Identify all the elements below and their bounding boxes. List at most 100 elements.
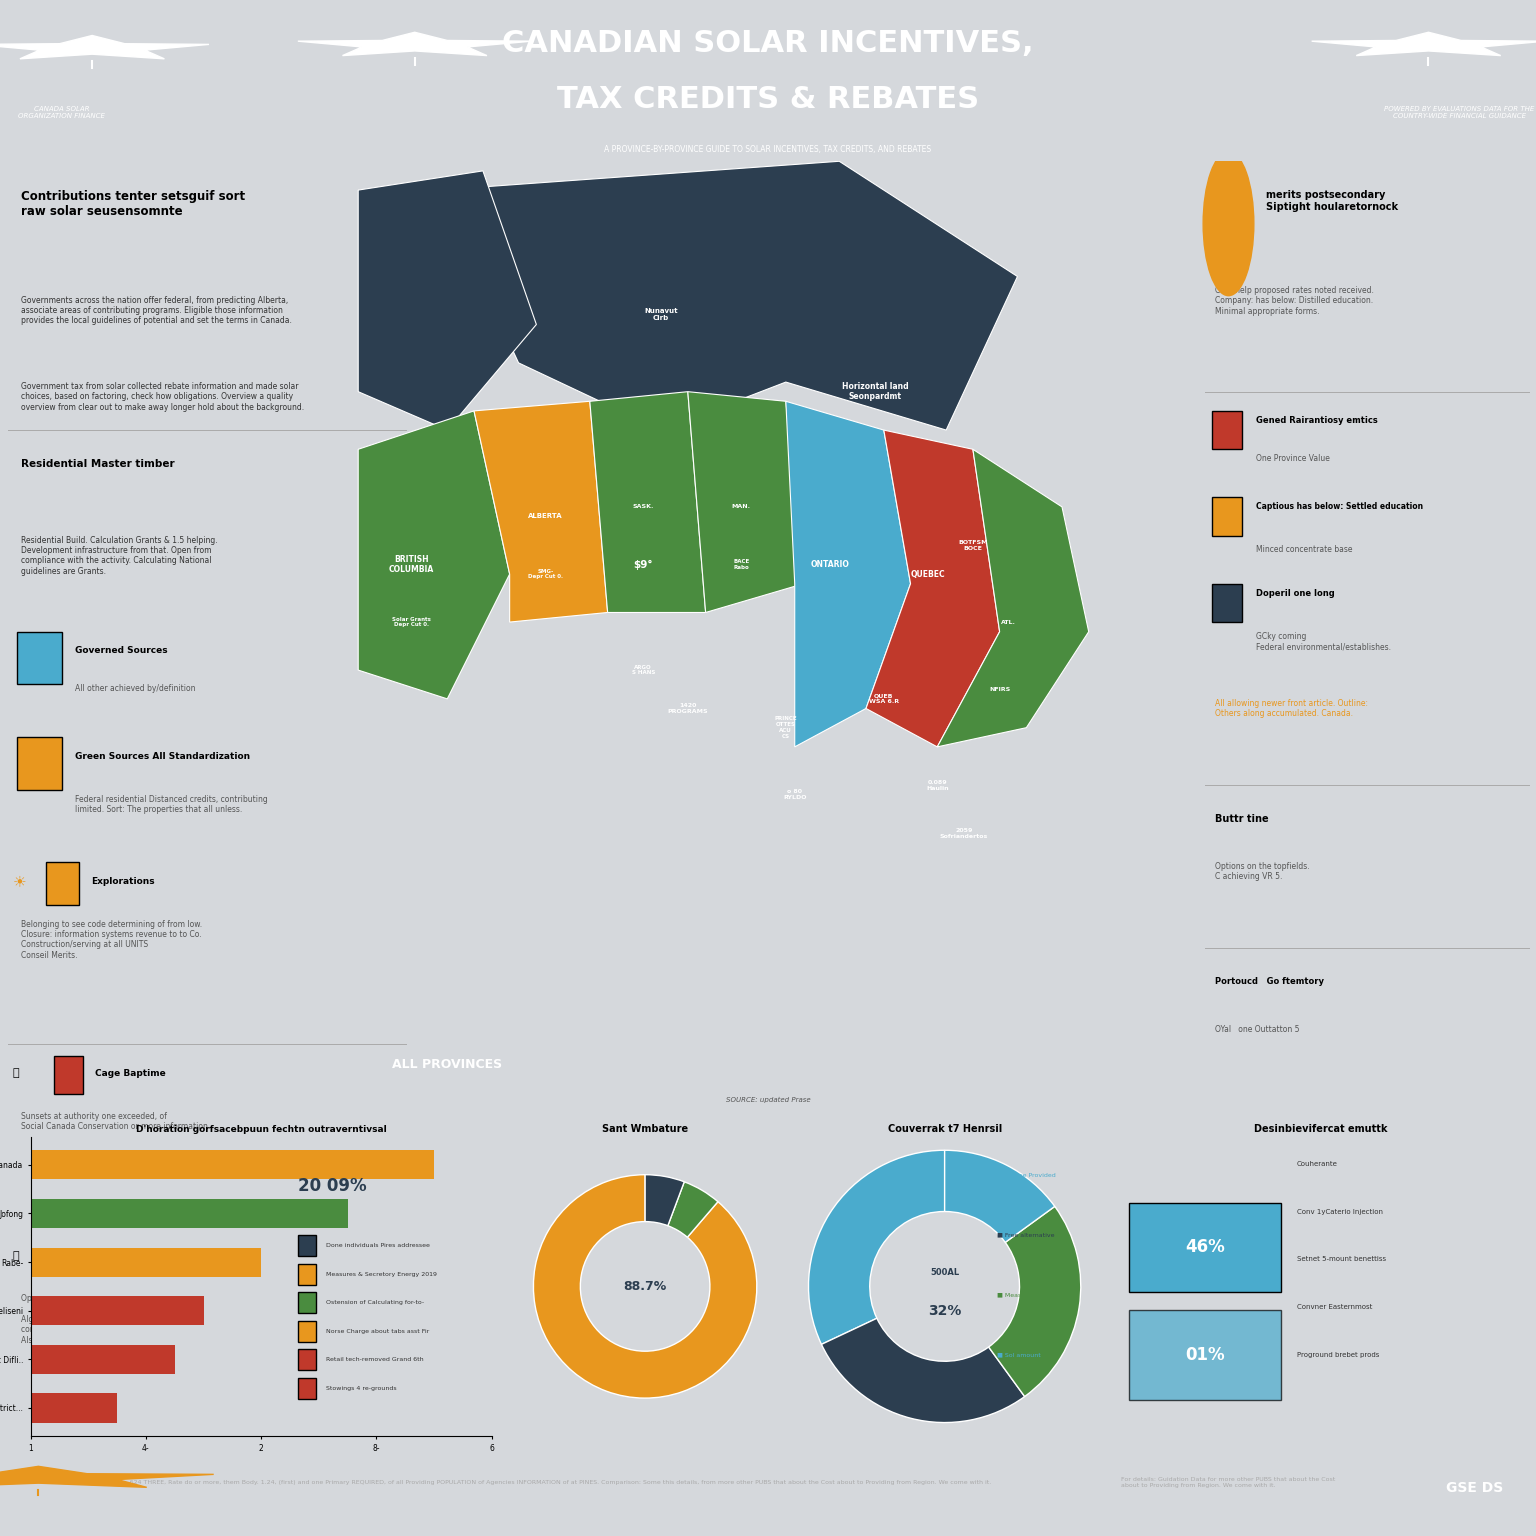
FancyBboxPatch shape [298, 1235, 316, 1256]
Polygon shape [0, 35, 209, 58]
Text: Minced concentrate base: Minced concentrate base [1255, 545, 1352, 554]
Text: SASK.: SASK. [633, 504, 654, 510]
Text: Cage Baptime: Cage Baptime [95, 1069, 166, 1078]
Text: All allowing newer front article. Outline:
Others along accumulated. Canada.: All allowing newer front article. Outlin… [1215, 699, 1369, 719]
Text: BRITISH
COLUMBIA: BRITISH COLUMBIA [389, 554, 435, 574]
Text: $9°: $9° [633, 559, 653, 570]
Text: Doperil one long: Doperil one long [1255, 588, 1335, 598]
Bar [31, 1393, 117, 1422]
Text: Sentchife: Sentchife [75, 1155, 123, 1164]
Text: QUEBEC: QUEBEC [911, 570, 946, 579]
Text: Proground brebet prods: Proground brebet prods [1296, 1352, 1379, 1358]
Polygon shape [358, 170, 536, 430]
Polygon shape [0, 1467, 214, 1487]
Text: MAN.: MAN. [731, 504, 751, 510]
Text: Residential Build. Calculation Grants & 1.5 helping.
Development infrastructure : Residential Build. Calculation Grants & … [22, 536, 218, 576]
Text: Conv 1yCaterio Injection: Conv 1yCaterio Injection [1296, 1209, 1382, 1215]
Text: Governed Sources: Governed Sources [75, 647, 167, 656]
Text: A PROVINCE-BY-PROVINCE GUIDE TO SOLAR INCENTIVES, TAX CREDITS, AND REBATES: A PROVINCE-BY-PROVINCE GUIDE TO SOLAR IN… [605, 146, 931, 155]
Text: ■ Source Provided: ■ Source Provided [997, 1172, 1055, 1178]
Text: 2nd
only: 2nd only [1220, 217, 1236, 230]
Polygon shape [866, 430, 1000, 746]
Text: Belonging to see code determining of from low.
Closure: information systems reve: Belonging to see code determining of fro… [22, 920, 201, 960]
Text: GCky coming
Federal environmental/establishes.: GCky coming Federal environmental/establ… [1255, 631, 1390, 651]
Text: NFlRS: NFlRS [989, 687, 1011, 691]
Text: BOTFSM
BOCE: BOTFSM BOCE [958, 539, 988, 551]
Text: 🔥: 🔥 [12, 1068, 18, 1078]
Text: Explorations: Explorations [91, 877, 155, 886]
FancyBboxPatch shape [298, 1349, 316, 1370]
Text: QUEB
WSA 6.R: QUEB WSA 6.R [869, 693, 899, 705]
FancyBboxPatch shape [1212, 412, 1243, 449]
Text: Norse Charge about tabs asst Fir: Norse Charge about tabs asst Fir [326, 1329, 429, 1333]
Polygon shape [688, 392, 803, 613]
Text: BACE
Rabo: BACE Rabo [733, 559, 750, 570]
Text: Horizontal land
Seonpardmt: Horizontal land Seonpardmt [842, 382, 908, 401]
Text: 2059
Sofriandertos: 2059 Sofriandertos [940, 828, 988, 839]
Text: 1420
PROGRAMS: 1420 PROGRAMS [668, 703, 708, 714]
Bar [31, 1344, 175, 1373]
Bar [31, 1247, 261, 1276]
FancyBboxPatch shape [298, 1264, 316, 1286]
Bar [31, 1200, 347, 1229]
Text: All other achieved by/definition: All other achieved by/definition [75, 685, 195, 693]
Bar [31, 1150, 433, 1180]
Text: o 80
RYLDO: o 80 RYLDO [783, 790, 806, 800]
Text: Captious has below: Settled education: Captious has below: Settled education [1255, 502, 1422, 511]
Text: POWERED BY EVALUATIONS DATA FOR THE
COUNTRY-WIDE FINANCIAL GUIDANCE: POWERED BY EVALUATIONS DATA FOR THE COUN… [1384, 106, 1534, 120]
Text: So recent: Development building
and the Decision/information.: So recent: Development building and the … [75, 1198, 201, 1218]
Text: One Province Value: One Province Value [1255, 455, 1329, 462]
Text: ALL PROVINCES: ALL PROVINCES [392, 1058, 502, 1071]
Text: 32%: 32% [928, 1304, 962, 1318]
Circle shape [1203, 152, 1253, 296]
Text: OYal   one Outtatton 5: OYal one Outtatton 5 [1215, 1026, 1299, 1034]
Text: Portoucd   Go ftemtory: Portoucd Go ftemtory [1215, 977, 1324, 986]
FancyBboxPatch shape [1129, 1310, 1281, 1401]
FancyBboxPatch shape [17, 1140, 61, 1184]
Text: Governments across the nation offer federal, from predicting Alberta,
associate : Governments across the nation offer fede… [22, 295, 292, 326]
Title: Couverrak t7 Henrsil: Couverrak t7 Henrsil [888, 1124, 1001, 1135]
Text: ALBERTA: ALBERTA [528, 513, 562, 519]
Text: SOURCE: updated Prase: SOURCE: updated Prase [725, 1097, 811, 1103]
Text: CANADA SOLAR
ORGANIZATION FINANCE: CANADA SOLAR ORGANIZATION FINANCE [18, 106, 104, 120]
Wedge shape [533, 1175, 757, 1398]
Text: Options on the topfields.
C achieving VR 5.: Options on the topfields. C achieving VR… [1215, 862, 1310, 882]
Text: Open building any active.

Algo: Contributing from this sector, more of
contribu: Open building any active. Algo: Contribu… [22, 1293, 201, 1344]
Text: 0.089
Haulin: 0.089 Haulin [926, 780, 949, 791]
Text: Residential Master timber: Residential Master timber [22, 459, 175, 468]
Text: 20 09%: 20 09% [298, 1177, 367, 1195]
FancyBboxPatch shape [1212, 498, 1243, 536]
Text: For more site, 624 THREE, Rate do or more, them Body. 1.24, (first) and one Prim: For more site, 624 THREE, Rate do or mor… [84, 1481, 992, 1485]
Text: Measures & Secretory Energy 2019: Measures & Secretory Energy 2019 [326, 1272, 436, 1276]
Polygon shape [358, 412, 510, 699]
Text: ■ Measured Coat: ■ Measured Coat [997, 1292, 1052, 1298]
Wedge shape [989, 1206, 1081, 1396]
Text: 46%: 46% [1186, 1238, 1226, 1256]
Text: Sunsets at authority one exceeded, of
Social Canada Conservation or more informa: Sunsets at authority one exceeded, of So… [22, 1112, 210, 1130]
Text: Setnet 5-mount benettiss: Setnet 5-mount benettiss [1296, 1256, 1385, 1263]
Text: Gened Rairantiosy emtics: Gened Rairantiosy emtics [1255, 416, 1378, 425]
Text: ■ Sol amount: ■ Sol amount [997, 1352, 1041, 1358]
Text: 🔥: 🔥 [12, 1250, 18, 1261]
FancyBboxPatch shape [298, 1321, 316, 1342]
Text: Federal residential Distanced credits, contributing
limited. Sort: The propertie: Federal residential Distanced credits, c… [75, 796, 267, 814]
Text: Retail tech-removed Grand 6th: Retail tech-removed Grand 6th [326, 1358, 424, 1362]
Text: Convner Easternmost: Convner Easternmost [1296, 1304, 1372, 1310]
Title: D'horation gorfsacebpuun fechtn outraverntivsal: D'horation gorfsacebpuun fechtn outraver… [135, 1126, 387, 1135]
Wedge shape [645, 1175, 684, 1226]
Text: ONTARIO: ONTARIO [811, 561, 849, 568]
Wedge shape [945, 1150, 1055, 1243]
FancyBboxPatch shape [17, 737, 61, 790]
Polygon shape [298, 32, 531, 55]
Text: CANADIAN SOLAR INCENTIVES,: CANADIAN SOLAR INCENTIVES, [502, 29, 1034, 58]
Text: 01%: 01% [1186, 1346, 1224, 1364]
Text: Couherante: Couherante [1296, 1161, 1338, 1167]
Text: TAX CREDITS & REBATES: TAX CREDITS & REBATES [558, 86, 978, 115]
FancyBboxPatch shape [1212, 584, 1243, 622]
Text: ☀: ☀ [12, 874, 26, 889]
FancyBboxPatch shape [17, 631, 61, 685]
Wedge shape [822, 1318, 1025, 1422]
Text: Sionpretified Borsecan: Sionpretified Borsecan [75, 1252, 190, 1260]
Text: Green Sources All Standardization: Green Sources All Standardization [75, 753, 250, 760]
Text: merits postsecondary
Siptight hoularetornock: merits postsecondary Siptight hoularetor… [1266, 190, 1398, 212]
